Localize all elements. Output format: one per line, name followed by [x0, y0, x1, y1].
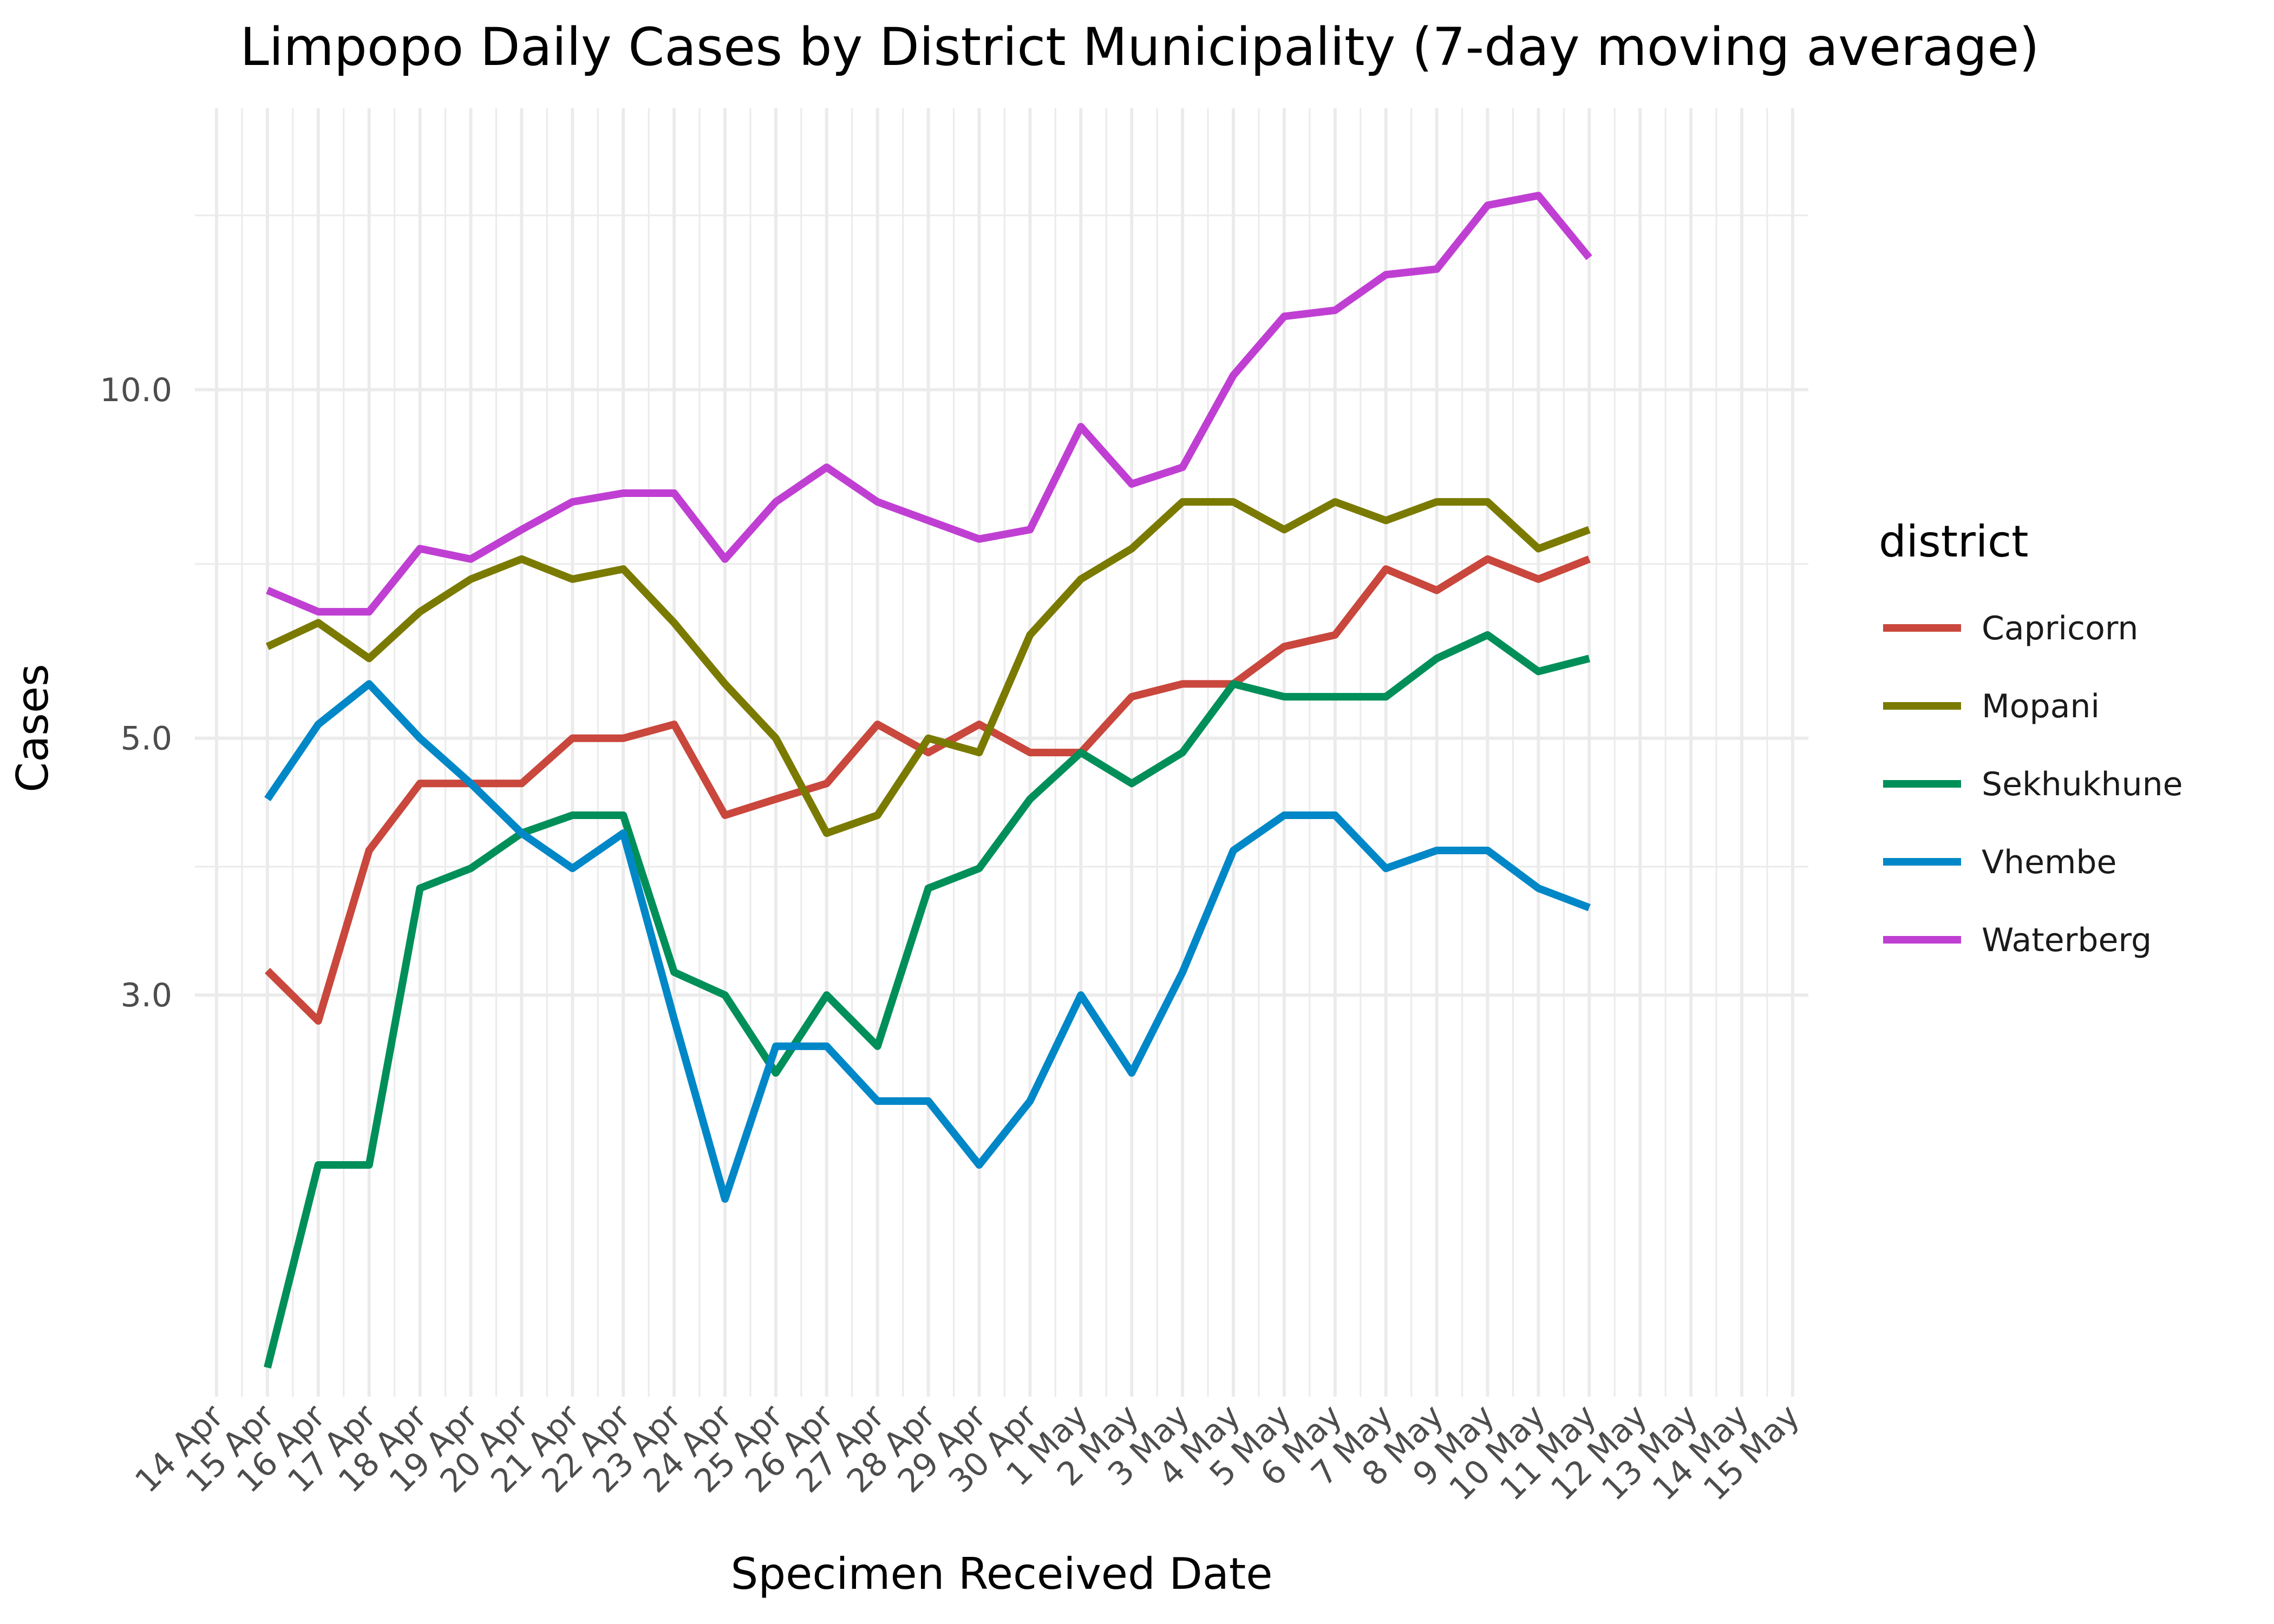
legend-label-mopani: Mopani: [1982, 687, 2100, 725]
chart-title: Limpopo Daily Cases by District Municipa…: [240, 17, 2039, 77]
series-line-waterberg: [266, 192, 1592, 616]
legend-title: district: [1879, 516, 2029, 567]
legend: district Capricorn Mopani Sekhukhune Vhembe…: [1879, 516, 2183, 959]
legend-label-sekhukhune: Sekhukhune: [1982, 765, 2183, 803]
legend-label-vhembe: Vhembe: [1982, 843, 2116, 881]
y-tick-label: 3.0: [121, 977, 172, 1014]
series-line-mopani: [265, 498, 1591, 837]
y-axis-title: Cases: [8, 664, 58, 792]
y-axis-ticks: 3.0 5.0 10.0: [100, 371, 172, 1014]
series-line-capricorn: [264, 555, 1591, 1025]
series-line-sekhukhune: [264, 631, 1591, 1369]
y-tick-label: 10.0: [100, 371, 172, 409]
series-layer: [264, 192, 1592, 1369]
legend-label-capricorn: Capricorn: [1982, 610, 2138, 647]
legend-label-waterberg: Waterberg: [1982, 921, 2152, 959]
series-line-vhembe: [264, 680, 1591, 1203]
x-axis-title: Specimen Received Date: [731, 1549, 1273, 1599]
y-tick-label: 5.0: [121, 720, 172, 758]
legend-items: Capricorn Mopani Sekhukhune Vhembe Waterberg: [1883, 610, 2183, 959]
